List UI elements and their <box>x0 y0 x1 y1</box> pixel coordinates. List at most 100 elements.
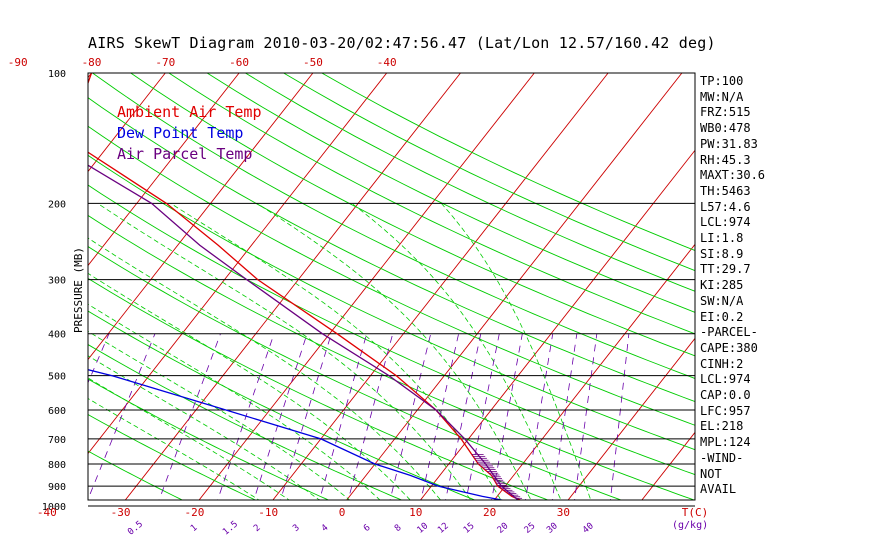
stat-line: NOT <box>700 466 722 481</box>
stat-line: EI:0.2 <box>700 309 744 324</box>
isotherm-line <box>272 73 609 500</box>
bottom-temp-tick-label: 30 <box>557 506 570 519</box>
mixing-ratio-line <box>88 333 110 384</box>
bottom-temp-tick-label: -30 <box>111 506 131 519</box>
isotherm-line <box>641 431 695 500</box>
dry-adiabat-line <box>88 184 695 476</box>
stat-line: EL:218 <box>700 419 744 434</box>
pressure-tick-label: 700 <box>48 435 66 446</box>
moist-adiabat-line <box>88 377 290 500</box>
dry-adiabat-line <box>88 450 184 500</box>
mixing-ratio-line <box>253 333 308 500</box>
stat-line: WB0:478 <box>700 121 751 136</box>
isotherm-line <box>493 243 695 500</box>
stat-line: SI:8.9 <box>700 246 744 261</box>
top-temp-tick-label: -80 <box>82 56 102 69</box>
stat-line: MW:N/A <box>700 89 744 104</box>
dry-adiabat-line <box>88 413 257 500</box>
chart-grid <box>88 73 870 506</box>
mixing-ratio-label: 20 <box>496 521 511 536</box>
mixing-ratio-label: 15 <box>462 521 477 536</box>
pressure-tick-label: 1000 <box>42 502 66 513</box>
mixing-ratio-label: 10 <box>416 521 431 536</box>
plot-frame <box>87 72 696 501</box>
dry-adiabat-line <box>88 344 403 500</box>
bottom-temp-tick-label: -40 <box>37 506 57 519</box>
mixing-ratio-unit: (g/kg) <box>672 520 708 531</box>
isotherm-line <box>88 73 314 361</box>
pressure-tick-label: 600 <box>48 406 66 417</box>
mixing-ratio-label: 25 <box>523 521 538 536</box>
ambient-profile-line <box>88 73 522 500</box>
mixing-ratio-line <box>525 333 554 500</box>
pressure-tick-label: 200 <box>48 199 66 210</box>
moist-adiabat-line <box>256 202 532 500</box>
mixing-ratio-line <box>280 333 332 500</box>
stat-line: -PARCEL- <box>700 325 758 340</box>
stat-line: PW:31.83 <box>700 136 758 151</box>
isotherm-line <box>88 73 166 173</box>
mixing-ratio-label: 30 <box>545 521 560 536</box>
stat-line: FRZ:515 <box>700 105 751 120</box>
bottom-temp-tick-label: 10 <box>409 506 422 519</box>
dry-adiabat-line <box>88 125 695 426</box>
dry-adiabat-line <box>130 73 695 357</box>
mixing-ratio-line <box>551 333 578 500</box>
dewpoint-profile-line <box>88 369 506 500</box>
isotherm-line <box>124 73 461 500</box>
isotherm-line <box>785 73 870 506</box>
top-temp-tick-label: -70 <box>155 56 175 69</box>
moist-adiabat-line <box>88 303 381 500</box>
mixing-ratio-label: 8 <box>393 523 404 534</box>
bottom-temp-tick-label: -20 <box>184 506 204 519</box>
legend-dewpoint: Dew Point Temp <box>117 124 243 142</box>
stat-line: SW:N/A <box>700 293 744 308</box>
isotherm-line <box>88 73 240 267</box>
dry-adiabat-line <box>321 73 695 251</box>
mixing-ratio-label: 3 <box>291 523 302 534</box>
isotherm-line <box>198 73 535 500</box>
stat-line: MPL:124 <box>700 435 751 450</box>
y-axis-label: PRESSURE (MB) <box>72 247 85 333</box>
mixing-ratio-label: 40 <box>581 521 596 536</box>
mixing-ratio-label: 1 <box>189 523 200 534</box>
top-temp-tick-label: -90 <box>8 56 28 69</box>
chart-title: AIRS SkewT Diagram 2010-03-20/02:47:56.4… <box>88 34 716 52</box>
mixing-ratio-label: 2 <box>252 523 263 534</box>
mixing-ratio-line <box>574 333 598 500</box>
stat-line: MAXT:30.6 <box>700 168 766 183</box>
stat-line: CAPE:380 <box>700 340 758 355</box>
mixing-ratio-line <box>158 333 221 500</box>
pressure-tick-label: 500 <box>48 372 66 383</box>
mixing-ratio-line <box>88 333 156 500</box>
stat-line: LI:1.8 <box>700 231 744 245</box>
dry-adiabat-line <box>168 73 695 335</box>
bottom-temp-tick-label: -10 <box>258 506 278 519</box>
stat-line: RH:45.3 <box>700 152 751 167</box>
parcel-profile-line <box>88 164 520 500</box>
mixing-ratio-line <box>319 333 368 500</box>
moist-adiabat-line <box>97 202 472 500</box>
dry-adiabat-line <box>206 73 695 313</box>
dry-adiabat-line <box>88 154 695 451</box>
dry-adiabat-line <box>88 310 476 500</box>
stat-line: CINH:2 <box>700 356 744 371</box>
dry-adiabat-line <box>283 73 695 272</box>
mixing-ratio-line <box>609 333 630 500</box>
mixing-ratio-line <box>347 333 394 500</box>
mixing-ratio-line <box>420 333 460 500</box>
top-temp-tick-label: -60 <box>229 56 249 69</box>
stat-line: TT:29.7 <box>700 262 751 277</box>
mixing-ratio-label: 4 <box>320 523 331 534</box>
mixing-ratio-label: 1.5 <box>221 519 240 537</box>
pressure-tick-label: 800 <box>48 460 66 471</box>
legend: Ambient Air Temp Dew Point Temp Air Parcel… <box>117 103 262 163</box>
mixing-ratio-line <box>465 333 500 500</box>
pressure-tick-label: 300 <box>48 276 66 287</box>
mixing-ratio-line <box>445 333 482 500</box>
mixing-ratio-label: 12 <box>436 521 451 536</box>
isotherm-line <box>419 149 695 500</box>
pressure-tick-label: 100 <box>48 69 66 80</box>
stat-line: LCL:974 <box>700 215 751 230</box>
dry-adiabat-line <box>245 73 695 292</box>
